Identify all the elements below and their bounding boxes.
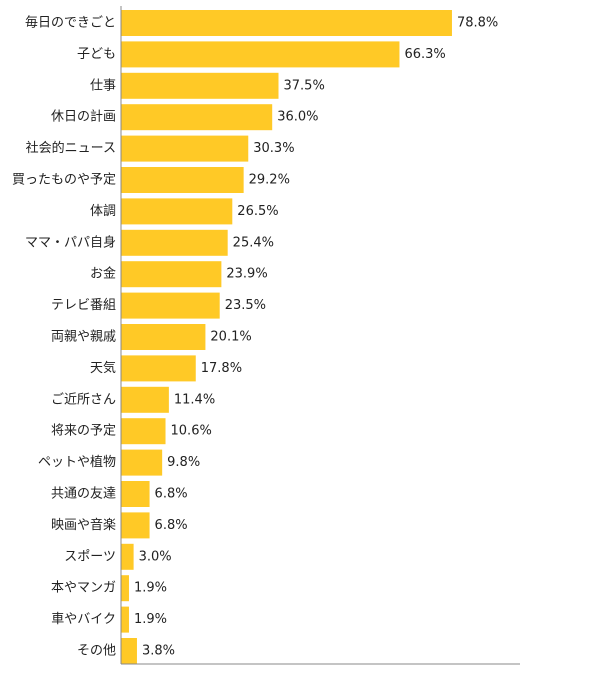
value-label: 17.8% bbox=[201, 361, 242, 376]
bar bbox=[121, 575, 129, 602]
bar bbox=[121, 229, 228, 256]
category-label: ペットや植物 bbox=[38, 455, 116, 470]
bar bbox=[121, 355, 196, 382]
value-label: 11.4% bbox=[174, 392, 215, 407]
category-label: 本やマンガ bbox=[51, 581, 116, 596]
value-label: 10.6% bbox=[171, 424, 212, 439]
category-label: 社会的ニュース bbox=[26, 140, 116, 156]
value-label: 30.3% bbox=[253, 141, 294, 156]
bar bbox=[121, 72, 279, 99]
category-label: お金 bbox=[90, 266, 116, 282]
value-labels-group: 78.8% 66.3% 37.5% 36.0% 30.3% 29.2% 26.5% 25.4%… bbox=[134, 16, 498, 659]
bar bbox=[121, 198, 233, 225]
value-label: 6.8% bbox=[155, 487, 188, 502]
bar bbox=[121, 167, 244, 193]
bar bbox=[121, 292, 220, 319]
value-label: 3.0% bbox=[139, 549, 172, 564]
bars-group bbox=[121, 10, 452, 664]
value-label: 36.0% bbox=[277, 110, 318, 125]
category-label: 休日の計画 bbox=[51, 109, 116, 125]
bar bbox=[121, 638, 137, 664]
category-label: 買ったものや予定 bbox=[12, 173, 116, 188]
bar bbox=[121, 135, 249, 162]
bar bbox=[121, 261, 222, 288]
bar bbox=[121, 512, 150, 539]
value-label: 23.9% bbox=[226, 267, 267, 282]
value-label: 1.9% bbox=[134, 612, 167, 627]
category-label: 車やバイク bbox=[51, 612, 116, 627]
value-label: 78.8% bbox=[457, 16, 498, 31]
category-label: 体調 bbox=[90, 204, 116, 219]
bar bbox=[121, 324, 206, 350]
category-labels-group: 毎日のできごと子ども仕事休日の計画社会的ニュース買ったものや予定体調ママ・パパ自… bbox=[12, 15, 116, 659]
value-label: 29.2% bbox=[249, 173, 290, 188]
bar bbox=[121, 449, 163, 476]
category-label: 仕事 bbox=[90, 78, 116, 93]
category-label: 毎日のできごと bbox=[25, 15, 116, 31]
category-label: 両親や親戚 bbox=[51, 330, 116, 345]
category-label: 子ども bbox=[77, 47, 116, 62]
value-label: 1.9% bbox=[134, 581, 167, 596]
value-label: 26.5% bbox=[237, 204, 278, 219]
value-label: 6.8% bbox=[155, 518, 188, 533]
value-label: 66.3% bbox=[404, 47, 445, 62]
category-label: ママ・パパ自身 bbox=[25, 234, 116, 250]
value-label: 25.4% bbox=[233, 235, 274, 250]
category-label: 天気 bbox=[90, 360, 116, 376]
value-label: 9.8% bbox=[167, 455, 200, 470]
bar bbox=[121, 10, 452, 36]
value-label: 20.1% bbox=[210, 330, 251, 345]
bar bbox=[121, 386, 169, 413]
bar bbox=[121, 418, 166, 445]
category-label: テレビ番組 bbox=[51, 298, 116, 313]
category-label: 将来の予定 bbox=[51, 424, 116, 439]
value-label: 37.5% bbox=[284, 78, 325, 93]
category-label: スポーツ bbox=[64, 549, 116, 564]
category-label: 映画や音楽 bbox=[51, 517, 116, 533]
value-label: 23.5% bbox=[225, 298, 266, 313]
value-label: 3.8% bbox=[142, 644, 175, 659]
bar bbox=[121, 606, 129, 633]
category-label: ご近所さん bbox=[51, 391, 116, 407]
bar bbox=[121, 481, 150, 507]
bar bbox=[121, 104, 273, 131]
bar bbox=[121, 543, 134, 570]
category-label: その他 bbox=[77, 644, 116, 659]
category-label: 共通の友達 bbox=[51, 486, 116, 502]
bar bbox=[121, 41, 400, 68]
